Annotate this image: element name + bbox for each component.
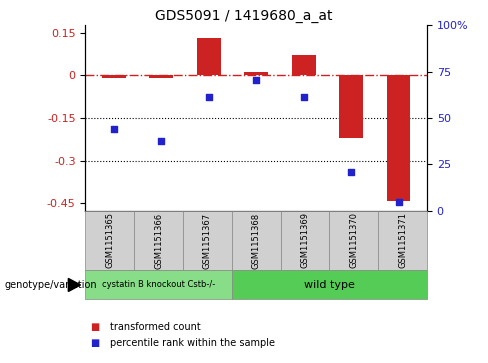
Bar (102, 75, 126, 78)
Text: ■: ■ (90, 338, 100, 348)
Point (300, 94, 307, 99)
Bar (244, 72, 268, 75)
Text: GSM1151369: GSM1151369 (301, 212, 309, 269)
Text: GSM1151367: GSM1151367 (203, 212, 212, 269)
Text: wild type: wild type (304, 280, 355, 290)
Bar (149, 75, 173, 78)
Text: GDS5091 / 1419680_a_at: GDS5091 / 1419680_a_at (155, 9, 333, 23)
Text: GSM1151368: GSM1151368 (252, 212, 261, 269)
Point (158, 138, 165, 144)
Text: transformed count: transformed count (110, 322, 201, 332)
Point (110, 126, 118, 132)
Bar (386, 75, 410, 201)
Text: GSM1151371: GSM1151371 (398, 212, 407, 269)
Text: GSM1151370: GSM1151370 (349, 212, 358, 269)
Point (205, 94, 213, 99)
Text: percentile rank within the sample: percentile rank within the sample (110, 338, 275, 348)
Text: ■: ■ (90, 322, 100, 332)
Bar (197, 38, 221, 75)
Point (395, 199, 403, 205)
Bar (292, 55, 316, 75)
Bar (339, 75, 363, 138)
Point (252, 77, 260, 82)
Polygon shape (68, 278, 81, 291)
Point (347, 169, 355, 175)
Text: cystatin B knockout Cstb-/-: cystatin B knockout Cstb-/- (102, 281, 215, 289)
Text: GSM1151366: GSM1151366 (154, 212, 163, 269)
Text: GSM1151365: GSM1151365 (105, 212, 114, 269)
Text: genotype/variation: genotype/variation (5, 280, 98, 290)
